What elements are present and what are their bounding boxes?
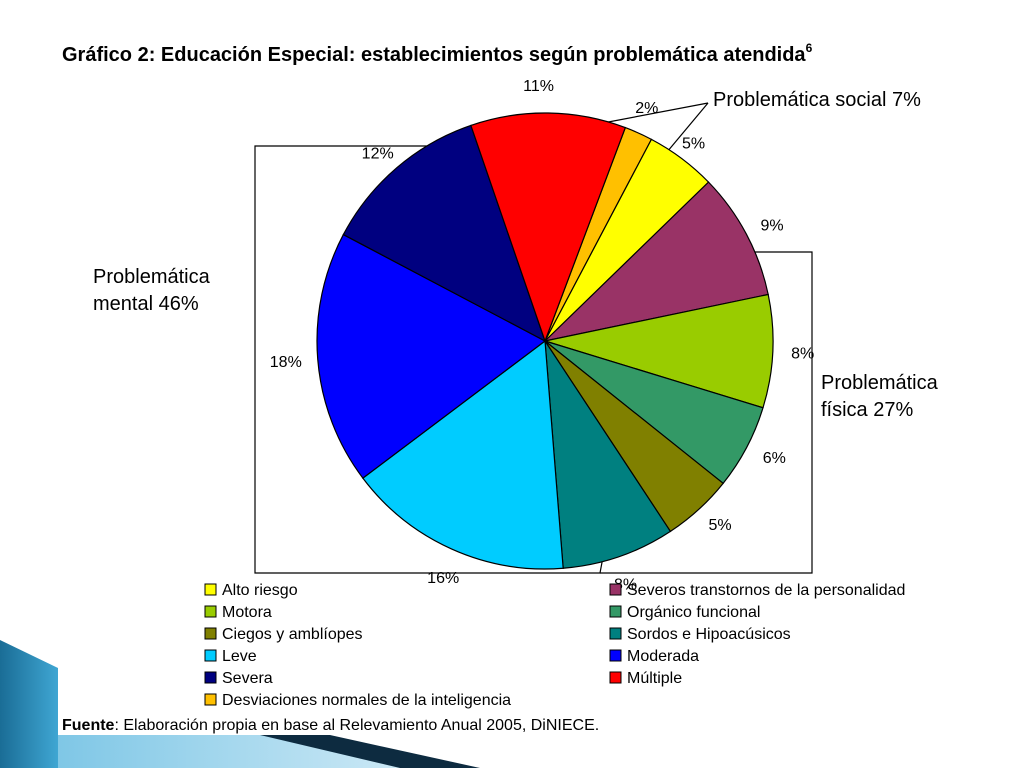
slice-value-label-6: 5% [709, 517, 732, 534]
slice-value-label-11: 11% [523, 78, 554, 95]
legend-swatch-9 [204, 671, 217, 684]
legend-label-6: Sordos e Hipoacúsicos [627, 626, 791, 643]
legend-label-7: Leve [222, 648, 257, 665]
legend-swatch-7 [204, 649, 217, 662]
chart-title: Gráfico 2: Educación Especial: estableci… [62, 41, 813, 66]
pie-slice-4 [544, 293, 774, 409]
chart-legend: Alto riesgo Severos transtornos de la per… [204, 582, 905, 709]
source-text: : Elaboración propia en base al Relevami… [114, 717, 599, 734]
pie-slice-11 [470, 112, 627, 343]
legend-swatch-5 [204, 627, 217, 640]
pie-slice-7 [544, 340, 672, 569]
mental-bracket [254, 145, 604, 574]
legend-label-4: Orgánico funcional [627, 604, 760, 621]
pie-slice-8 [362, 339, 564, 570]
social-pointer-2 [661, 102, 709, 159]
legend-swatch-2 [609, 583, 622, 596]
fisica-bracket [600, 251, 813, 574]
social-annotation: Problemática social 7% [713, 89, 921, 111]
title-footnote: 6 [806, 41, 813, 55]
pie-slice-3 [543, 181, 769, 343]
legend-swatch-8 [609, 649, 622, 662]
legend-label-9: Severa [222, 670, 273, 687]
slice-value-label-2: 5% [682, 136, 705, 153]
slice-value-label-4: 8% [791, 345, 814, 362]
pie-slice-10 [342, 124, 547, 343]
legend-label-2: Severos transtornos de la personalidad [627, 582, 905, 599]
legend-label-8: Moderada [627, 648, 699, 665]
legend-swatch-11 [204, 693, 217, 706]
mental-annotation-line2: mental 46% [93, 293, 199, 315]
social-pointer-1 [602, 102, 709, 124]
slice-value-label-8: 16% [427, 570, 459, 587]
legend-label-1: Alto riesgo [222, 582, 298, 599]
legend-swatch-1 [204, 583, 217, 596]
slice-value-label-9: 18% [270, 354, 302, 371]
legend-swatch-3 [204, 605, 217, 618]
legend-swatch-4 [609, 605, 622, 618]
legend-label-11: Desviaciones normales de la inteligencia [222, 692, 511, 709]
group-brackets [254, 102, 813, 574]
legend-swatch-10 [609, 671, 622, 684]
legend-swatch-6 [609, 627, 622, 640]
slide-decoration [0, 640, 480, 768]
fisica-annotation-line1: Problemática [821, 372, 939, 394]
legend-label-10: Múltiple [627, 670, 682, 687]
source-note: Fuente: Elaboración propia en base al Re… [62, 717, 599, 734]
source-label: Fuente [62, 717, 115, 734]
slice-value-labels: 2%5%9%8%6%5%8%16%18%12%11% [270, 78, 814, 594]
slice-value-label-10: 12% [362, 146, 394, 163]
legend-label-3: Motora [222, 604, 272, 621]
slice-value-label-3: 9% [760, 218, 783, 235]
pie-slice-9 [316, 233, 547, 479]
legend-label-5: Ciegos y amblíopes [222, 626, 363, 643]
slice-value-label-5: 6% [763, 450, 786, 467]
slice-value-label-1: 2% [635, 100, 658, 117]
fisica-annotation-line2: física 27% [821, 399, 913, 421]
mental-annotation-line1: Problemática [93, 266, 211, 288]
chart-title-text: Gráfico 2: Educación Especial: estableci… [62, 44, 806, 66]
pie-chart [316, 112, 774, 570]
